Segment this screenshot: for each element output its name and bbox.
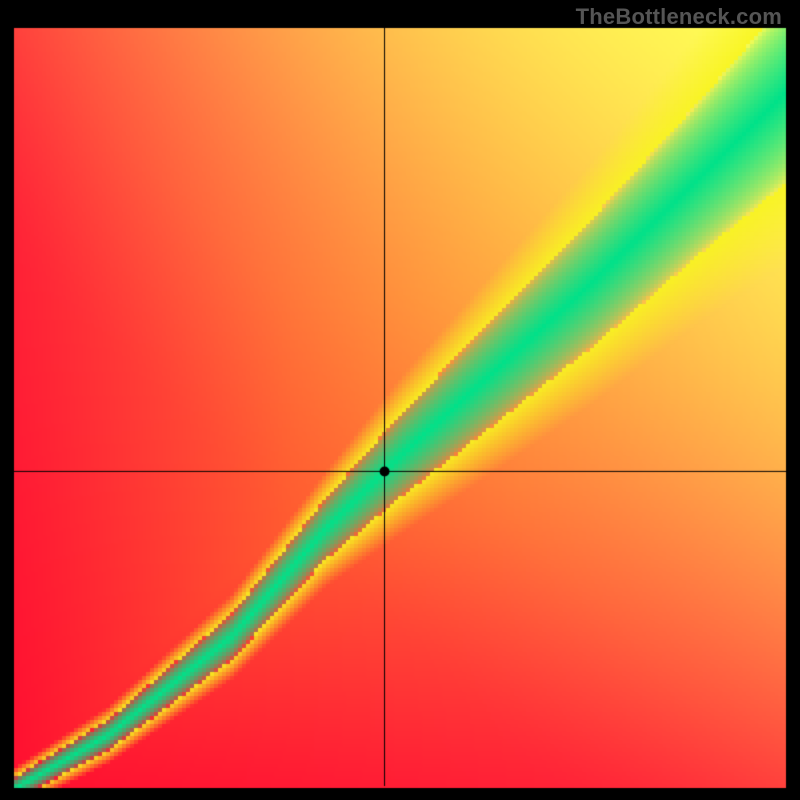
watermark-text: TheBottleneck.com [576, 4, 782, 30]
heatmap-canvas [0, 0, 800, 800]
chart-container: TheBottleneck.com [0, 0, 800, 800]
